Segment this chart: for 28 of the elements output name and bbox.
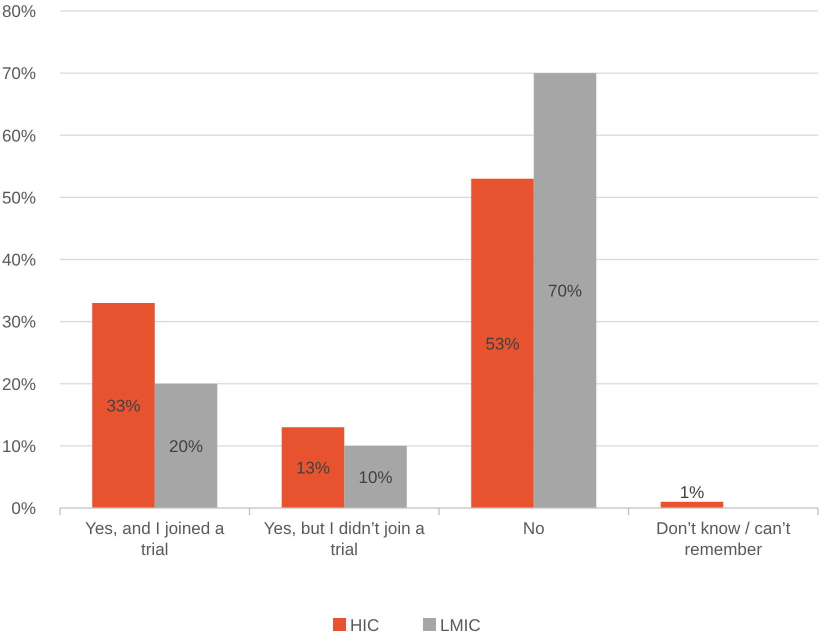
data-label: 70% — [548, 282, 582, 301]
data-label: 13% — [296, 458, 330, 478]
legend-label: LMIC — [440, 616, 481, 635]
bar — [92, 302, 155, 508]
y-tick-label: 40% — [2, 250, 36, 270]
y-tick-label: 50% — [2, 188, 36, 208]
data-label: 10% — [358, 468, 393, 487]
bar — [344, 446, 407, 508]
data-label: 53% — [485, 334, 520, 354]
y-tick-label: 0% — [11, 499, 36, 518]
bar — [471, 178, 534, 508]
y-tick-label: 10% — [2, 436, 36, 456]
bar — [154, 384, 218, 508]
y-tick-label: 30% — [2, 312, 36, 332]
bar — [534, 73, 596, 508]
legend-label: HIC — [350, 616, 380, 635]
y-tick-label: 80% — [2, 2, 36, 21]
x-tick-label: Don’t know / can’t remember — [656, 519, 791, 559]
data-label: 20% — [169, 436, 204, 456]
x-tick-label: Yes, and I joined a trial — [85, 519, 225, 559]
y-tick-label: 20% — [2, 374, 36, 394]
x-tick-label: Yes, but I didn’t join a trial — [264, 519, 426, 559]
data-label: 33% — [106, 396, 140, 416]
data-label: 1% — [680, 482, 704, 502]
x-tick-label: No — [522, 519, 545, 538]
y-tick-label: 70% — [2, 64, 36, 84]
y-tick-label: 60% — [2, 126, 36, 146]
bar — [282, 427, 344, 508]
